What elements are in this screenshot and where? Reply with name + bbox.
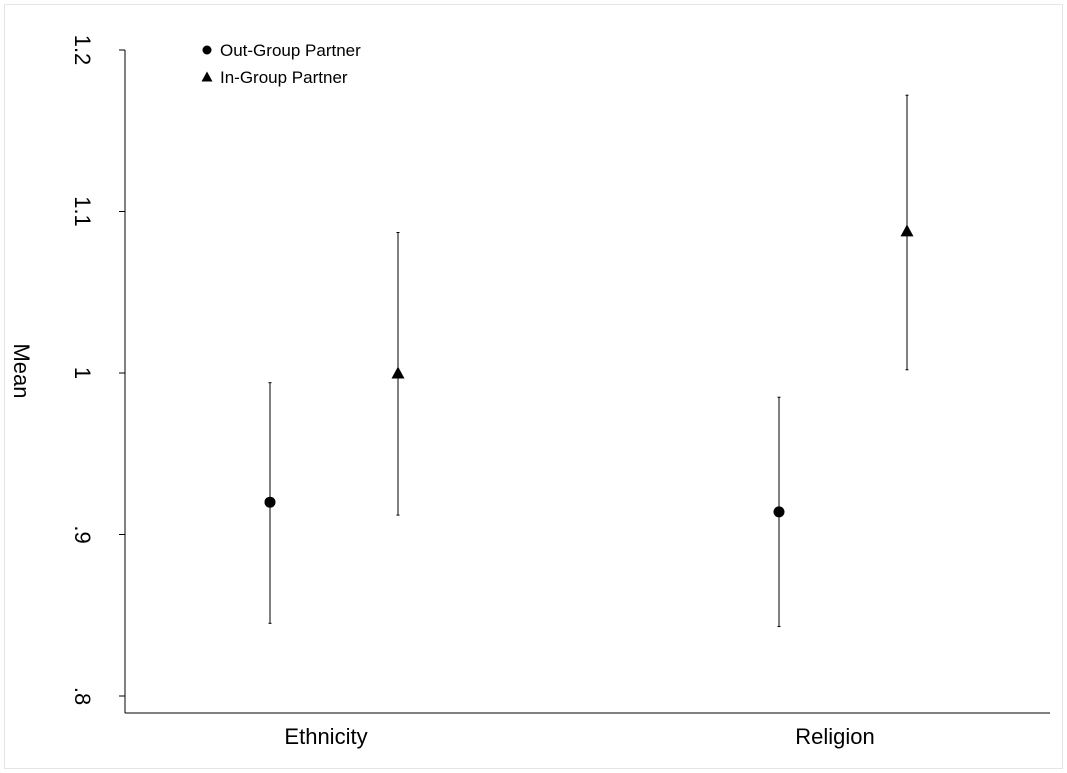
y-tick-label: .9 [70, 525, 95, 543]
point-marker-circle [264, 496, 276, 508]
y-tick-label: 1 [70, 367, 95, 379]
legend-item: Out-Group Partner [202, 41, 361, 60]
y-axis-ticks: .8 .9 1 1.1 1.2 [70, 35, 125, 705]
x-tick-label: Religion [795, 724, 875, 749]
data-marks [264, 94, 914, 628]
legend-label: In-Group Partner [220, 68, 348, 87]
legend-item: In-Group Partner [201, 68, 348, 87]
y-tick-label: .8 [70, 687, 95, 705]
legend-label: Out-Group Partner [220, 41, 361, 60]
y-axis-label: Mean [9, 343, 34, 398]
legend-marker-triangle [201, 71, 213, 82]
legend: Out-Group Partner In-Group Partner [201, 41, 361, 87]
x-axis-ticks: Ethnicity Religion [284, 724, 874, 749]
plot-frame [4, 4, 1063, 769]
legend-marker-circle [202, 45, 212, 55]
y-tick-label: 1.1 [70, 196, 95, 227]
y-tick-label: 1.2 [70, 35, 95, 66]
point-marker-circle [773, 506, 785, 518]
point-marker-triangle [391, 366, 405, 379]
point-marker-triangle [900, 224, 914, 237]
x-tick-label: Ethnicity [284, 724, 367, 749]
